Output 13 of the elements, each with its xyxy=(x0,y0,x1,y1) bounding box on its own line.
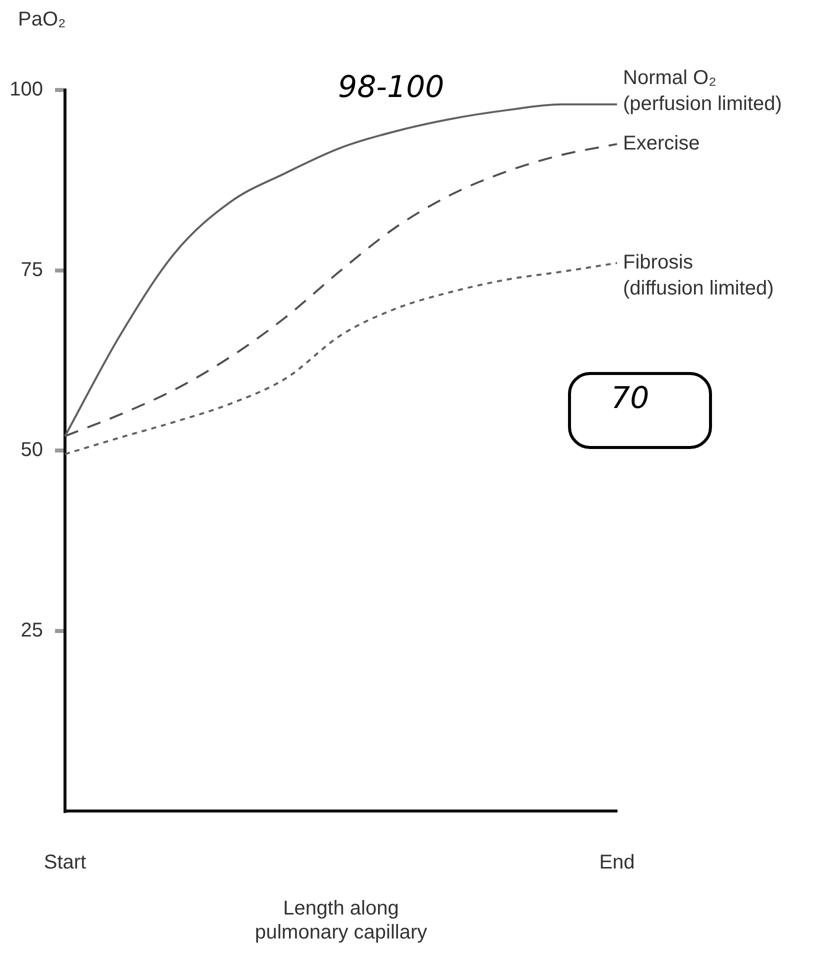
x-tick-label: Start xyxy=(44,852,87,874)
y-tick-label: 100 xyxy=(10,78,43,101)
y-tick-label: 25 xyxy=(20,619,43,642)
annotation: 98-100 xyxy=(338,70,444,105)
annotation: 70 xyxy=(568,372,712,449)
y-tick-label: 75 xyxy=(20,258,43,281)
y-axis-title: PaO₂ xyxy=(18,8,66,31)
series-label: Normal O₂ (perfusion limited) xyxy=(623,66,782,115)
x-axis-title: Length along pulmonary capillary xyxy=(254,898,428,944)
x-tick-label: End xyxy=(599,852,635,874)
series-label: Exercise xyxy=(623,132,700,155)
series-label: Fibrosis (diffusion limited) xyxy=(623,252,774,300)
y-tick-label: 50 xyxy=(20,439,43,462)
